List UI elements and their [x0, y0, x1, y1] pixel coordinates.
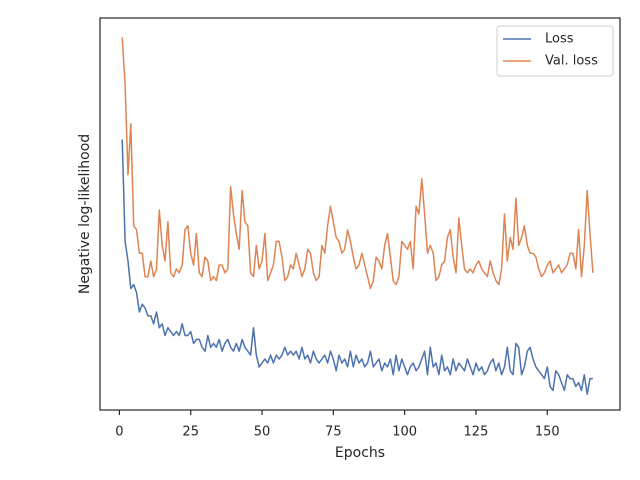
- line-series: [121, 139, 593, 396]
- x-tick-label: 25: [182, 425, 199, 440]
- plot-frame: [99, 17, 621, 411]
- x-tick-label: 100: [392, 425, 417, 440]
- x-axis-label: Epochs: [335, 445, 385, 461]
- x-tick-label: 0: [115, 425, 123, 440]
- x-tick-label: 50: [254, 425, 271, 440]
- legend-label: Val. loss: [545, 54, 598, 69]
- x-tick-label: 125: [464, 425, 489, 440]
- y-axis-label: Negative log-likelihood: [77, 134, 93, 294]
- x-tick-label: 150: [535, 425, 560, 440]
- x-tick-label: 75: [325, 425, 342, 440]
- line-series: [121, 37, 594, 290]
- legend-label: Loss: [545, 32, 574, 47]
